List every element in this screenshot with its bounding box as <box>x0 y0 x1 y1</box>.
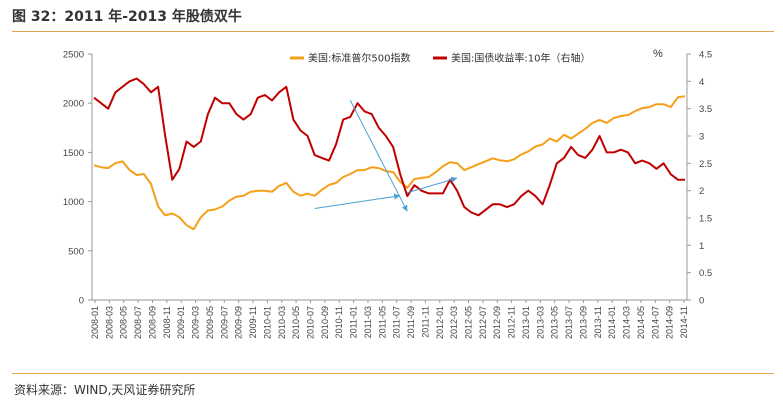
x-tick-label: 2009-11 <box>248 306 258 338</box>
x-tick-label: 2012-07 <box>478 306 488 339</box>
annotation-arrows <box>314 100 458 212</box>
series-line-sp500 <box>93 95 686 231</box>
legend: 美国:标准普尔500指数 美国:国债收益率:10年（右轴） <box>290 52 590 65</box>
y-left-tick-label: 500 <box>68 246 84 257</box>
x-tick-label: 2008-11 <box>162 306 172 338</box>
x-tick-label: 2013-03 <box>535 306 545 339</box>
x-tick-label: 2011-05 <box>377 306 387 338</box>
x-tick-label: 2014-05 <box>636 306 646 339</box>
y-right-tick-label: 1.5 <box>699 214 712 225</box>
y-right-tick-label: 0 <box>699 296 704 307</box>
x-tick-label: 2009-09 <box>234 306 244 339</box>
x-tick-label: 2008-05 <box>119 306 129 339</box>
x-tick-label: 2009-05 <box>205 306 215 339</box>
source-note: 资料来源：WIND,天风证券研究所 <box>14 383 196 397</box>
x-tick-label: 2010-11 <box>334 306 344 338</box>
x-tick-label: 2012-09 <box>492 306 502 339</box>
x-tick-label: 2010-07 <box>305 306 315 339</box>
y-left-tick-label: 2000 <box>63 99 84 110</box>
x-tick-label: 2012-01 <box>435 306 445 339</box>
series-line-treasury-yield <box>93 77 685 217</box>
arrow-yield-decline <box>349 100 408 212</box>
y-right-tick-label: 2 <box>699 186 704 197</box>
y-right-tick-label: 4.5 <box>699 50 712 61</box>
y-left-tick-label: 0 <box>79 296 84 307</box>
x-tick-label: 2014-09 <box>665 306 675 339</box>
x-tick-label: 2008-03 <box>104 306 114 339</box>
series-layer <box>93 77 686 231</box>
legend-label-sp500: 美国:标准普尔500指数 <box>308 52 410 65</box>
x-tick-label: 2010-05 <box>291 306 301 339</box>
y-right-tick-label: 3 <box>699 132 704 143</box>
x-tick-label: 2013-11 <box>593 306 603 338</box>
x-tick-label: 2009-01 <box>176 306 186 339</box>
y-right-tick-label: 0.5 <box>699 268 712 279</box>
x-tick-label: 2012-05 <box>464 306 474 339</box>
y-right-tick-label: 1 <box>699 241 704 252</box>
x-tick-label: 2014-07 <box>650 306 660 339</box>
axes: 0 500 1000 1500 2000 2500 0 0.5 1 1.5 2 2.5 3 3.5 4 4.5… <box>63 48 712 339</box>
y-left-tick-label: 1500 <box>63 148 84 159</box>
x-tick-label: 2011-11 <box>420 306 430 338</box>
x-tick-label: 2011-01 <box>349 306 359 338</box>
x-tick-label: 2010-01 <box>262 306 272 339</box>
y-right-tick-label: 3.5 <box>699 104 712 115</box>
x-tick-label: 2008-09 <box>147 306 157 339</box>
figure-title: 图 32：2011 年-2013 年股债双牛 <box>12 9 242 25</box>
x-tick-label: 2014-03 <box>622 306 632 339</box>
x-tick-label: 2010-03 <box>277 306 287 339</box>
y-left-tick-label: 1000 <box>63 197 84 208</box>
x-tick-label: 2013-09 <box>578 306 588 339</box>
x-tick-label: 2012-03 <box>449 306 459 339</box>
x-tick-label: 2009-07 <box>219 306 229 339</box>
x-tick-label: 2009-03 <box>191 306 201 339</box>
x-tick-label: 2008-01 <box>90 306 100 339</box>
y-right-unit-label: % <box>653 48 663 60</box>
x-tick-label: 2013-01 <box>521 306 531 339</box>
x-tick-label: 2011-09 <box>406 306 416 338</box>
x-tick-label: 2011-03 <box>363 306 373 338</box>
x-tick-label: 2008-07 <box>133 306 143 339</box>
y-right-tick-label: 4 <box>699 77 704 88</box>
x-tick-label: 2014-11 <box>679 306 689 338</box>
x-tick-label: 2013-05 <box>550 306 560 339</box>
x-tick-label: 2013-07 <box>564 306 574 339</box>
bottom-rule <box>12 373 774 374</box>
x-tick-label: 2012-11 <box>507 306 517 338</box>
legend-label-treasury-yield: 美国:国债收益率:10年（右轴） <box>451 52 590 65</box>
arrow-flat-trend <box>314 193 401 209</box>
top-rule <box>12 31 774 32</box>
y-right-tick-label: 2.5 <box>699 159 712 170</box>
arrow-sp500-rise <box>407 176 458 194</box>
chart: 0 500 1000 1500 2000 2500 0 0.5 1 1.5 2 2.5 3 3.5 4 4.5… <box>63 48 712 339</box>
x-tick-label: 2014-01 <box>607 306 617 339</box>
y-left-tick-label: 2500 <box>63 50 84 61</box>
x-tick-label: 2010-09 <box>320 306 330 339</box>
x-tick-label: 2011-07 <box>392 306 402 338</box>
